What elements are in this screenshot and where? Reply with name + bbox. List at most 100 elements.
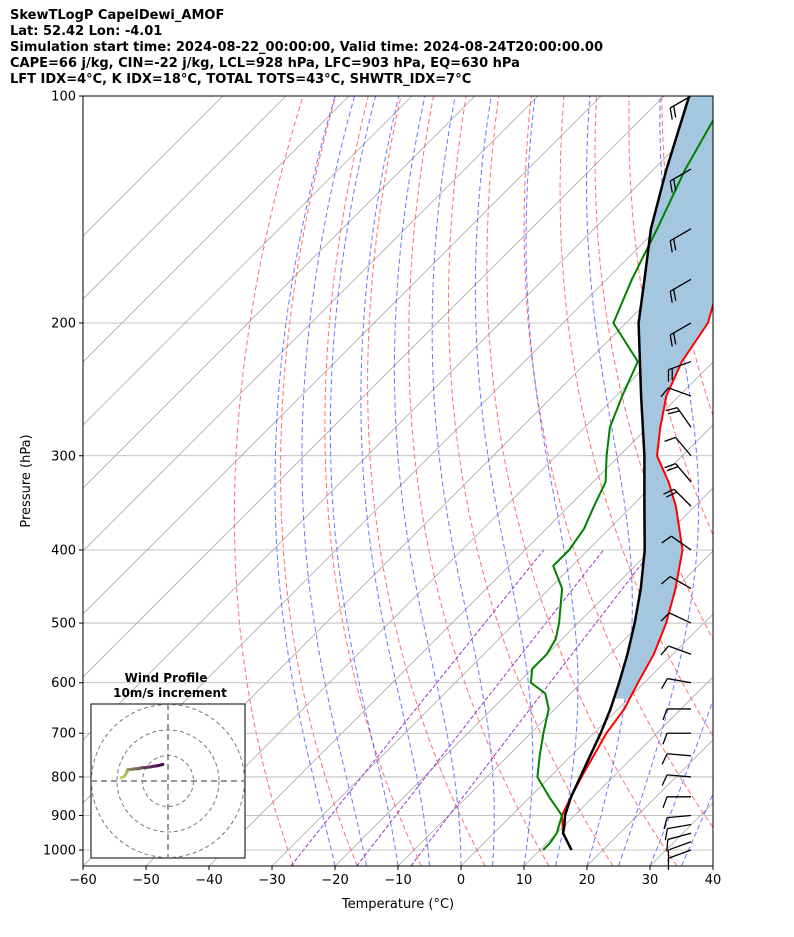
x-tick-label: 40: [705, 873, 722, 888]
x-tick-label: −10: [384, 873, 411, 888]
wind-barb: [661, 535, 692, 551]
barb-flag: [663, 817, 668, 830]
barb-shaft: [668, 841, 692, 851]
isotherm-line: [83, 109, 713, 741]
profile-lines: [529, 96, 713, 851]
hodograph-title: Wind Profile: [125, 671, 208, 685]
wind-barb: [660, 387, 692, 398]
moist-adiabat-line: [681, 792, 713, 866]
isotherm-line: [83, 96, 602, 615]
barb-flag: [673, 332, 677, 345]
x-tick-label: −60: [69, 873, 96, 888]
barb-flag: [664, 462, 676, 469]
moist-adiabat-line: [474, 96, 534, 866]
moist-adiabat-line: [618, 96, 700, 866]
moist-adiabat-line: [274, 96, 336, 866]
barb-shaft: [675, 463, 692, 483]
barb-flag: [669, 107, 673, 120]
barb-shaft: [667, 814, 692, 819]
barb-flag: [673, 178, 677, 191]
barb-flag: [664, 436, 676, 442]
barb-shaft: [670, 535, 692, 551]
y-tick-label: 500: [51, 617, 76, 632]
wind-barb: [667, 841, 692, 862]
x-axis-label: Temperature (°C): [341, 897, 454, 912]
isotherm-line: [83, 96, 224, 237]
wind-barb: [662, 732, 691, 745]
wind-barb: [667, 849, 692, 870]
dry-adiabat-line: [408, 96, 550, 866]
barb-flag: [660, 387, 669, 398]
hodograph-subtitle: 10m/s increment: [113, 686, 227, 700]
barb-shaft: [668, 387, 692, 397]
barb-flag: [661, 774, 668, 786]
isotherm-line: [523, 676, 713, 866]
cape-region: [613, 96, 713, 699]
header-times: Simulation start time: 2024-08-22_00:00:…: [10, 40, 603, 55]
barb-flag: [665, 491, 678, 498]
dry-adiabat-line: [486, 96, 678, 866]
moist-adiabat-line: [712, 864, 713, 866]
barb-shaft: [667, 832, 692, 841]
x-tick-label: 20: [579, 873, 596, 888]
barb-flag: [673, 289, 677, 301]
barb-flag: [662, 796, 668, 809]
barb-shaft: [667, 677, 692, 684]
isotherm-line: [83, 96, 287, 300]
y-tick-label: 600: [51, 676, 76, 691]
barb-flag: [668, 410, 680, 415]
barb-flag: [666, 839, 669, 852]
barb-flag: [669, 180, 673, 193]
wind-barb: [664, 462, 692, 483]
y-tick-label: 100: [51, 90, 76, 105]
barb-flag: [664, 828, 669, 841]
dry-adiabat-line: [367, 96, 486, 866]
wind-barb: [669, 228, 692, 253]
dry-adiabat-line: [661, 96, 713, 418]
wind-barb: [664, 823, 692, 841]
barb-shaft: [669, 575, 692, 590]
barb-shaft: [668, 612, 692, 624]
moist-adiabat-line: [393, 96, 462, 866]
x-tick-label: 30: [642, 873, 659, 888]
y-tick-label: 900: [51, 809, 76, 824]
dry-adiabat-line: [559, 96, 713, 737]
isotherm-line: [145, 298, 713, 866]
mixing-ratio-line: [410, 549, 653, 866]
barb-flag: [660, 612, 670, 622]
moist-adiabat-line: [329, 96, 399, 866]
wind-barb: [660, 677, 692, 690]
x-tick-label: −20: [321, 873, 348, 888]
barb-flag: [665, 406, 678, 412]
y-tick-label: 300: [51, 449, 76, 464]
wind-barb: [661, 774, 692, 786]
moist-adiabat-line: [525, 96, 579, 866]
barb-shaft: [667, 823, 692, 830]
y-axis-label: Pressure (hPa): [19, 434, 34, 527]
dry-adiabat-line: [727, 96, 794, 866]
barb-flag: [660, 645, 669, 656]
isotherm-line: [83, 96, 413, 426]
wind-barb: [660, 612, 692, 624]
y-axis-ticks: 100 200 300 400 500 600 700 800 900 1000: [43, 90, 83, 859]
isotherm-line: [83, 96, 476, 489]
dry-adiabat-line: [324, 96, 422, 866]
barb-flag: [660, 576, 671, 585]
dry-adiabat-line: [280, 96, 358, 866]
isotherm-line: [83, 96, 539, 552]
wind-barb: [661, 753, 692, 765]
x-tick-label: −30: [258, 873, 285, 888]
moist-adiabat-line: [360, 96, 430, 866]
y-tick-label: 200: [51, 316, 76, 331]
barb-shaft: [668, 849, 692, 859]
isotherm-line: [460, 613, 713, 866]
moist-adiabat-line: [431, 96, 495, 866]
x-tick-label: 0: [457, 873, 465, 888]
barb-flag: [663, 488, 675, 495]
x-tick-label: −50: [132, 873, 159, 888]
barb-flag: [669, 240, 673, 253]
barb-shaft: [668, 645, 692, 655]
wind-barb: [663, 814, 692, 830]
wind-barb: [669, 322, 692, 347]
